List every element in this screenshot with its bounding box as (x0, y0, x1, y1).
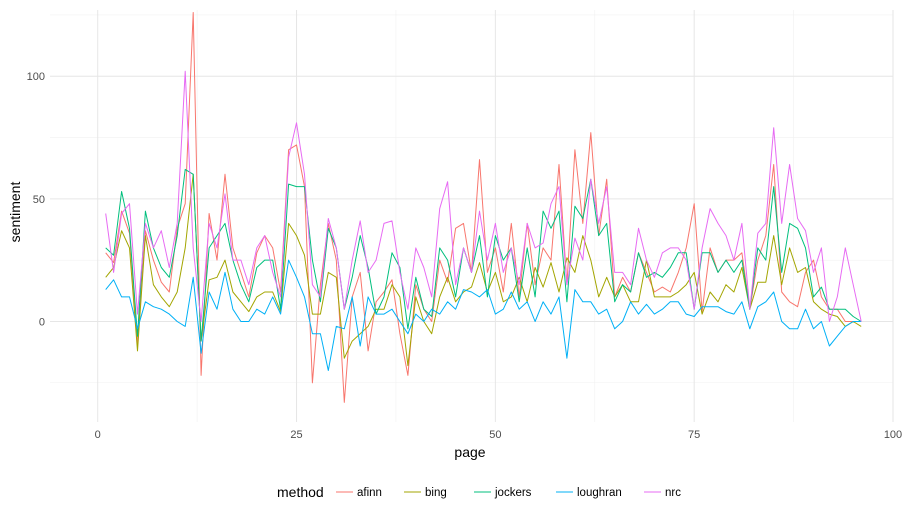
series-line-afinn (105, 12, 862, 403)
series-line-bing (105, 173, 862, 367)
legend-item-afinn: afinn (336, 487, 382, 499)
grid-minor (50, 10, 893, 422)
legend-item-bing: bing (404, 487, 447, 499)
x-tick-label: 0 (95, 429, 101, 441)
legend-item-nrc: nrc (644, 487, 681, 499)
legend-item-jockers: jockers (474, 487, 532, 499)
x-tick-label: 25 (290, 429, 302, 441)
legend-label-bing: bing (425, 487, 447, 499)
x-tick-label: 100 (884, 429, 902, 441)
legend-title: method (277, 484, 324, 500)
legend-item-loughran: loughran (556, 487, 622, 499)
y-tick-label: 100 (27, 71, 45, 83)
series-line-nrc (105, 70, 862, 322)
legend-label-jockers: jockers (494, 487, 532, 499)
x-tick-label: 75 (688, 429, 700, 441)
legend: method afinn bing jockers loughran nrc (277, 484, 681, 500)
y-axis-title: sentiment (7, 182, 23, 243)
legend-label-nrc: nrc (665, 487, 681, 499)
legend-label-loughran: loughran (577, 487, 622, 499)
x-tick-label: 50 (489, 429, 501, 441)
series-line-loughran (105, 259, 862, 371)
x-tick-labels: 0 25 50 75 100 (95, 429, 903, 441)
y-tick-labels: 0 50 100 (27, 71, 45, 328)
x-axis-title: page (454, 444, 485, 460)
y-tick-label: 50 (33, 194, 45, 206)
y-tick-label: 0 (39, 316, 45, 328)
series-line-jockers (105, 168, 862, 342)
legend-label-afinn: afinn (357, 487, 382, 499)
series-lines (105, 12, 862, 403)
